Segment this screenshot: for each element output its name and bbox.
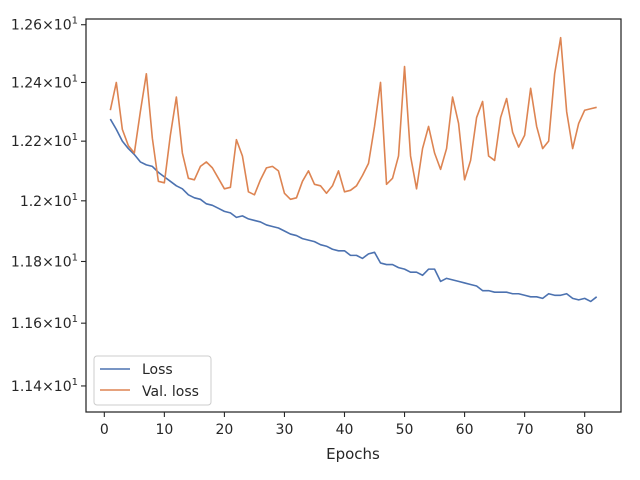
plot-frame <box>85 18 622 413</box>
x-tick-label: 70 <box>516 422 534 438</box>
x-axis: 0 10 20 30 40 50 60 70 80 <box>100 412 594 438</box>
y-tick-label: 1.22×101 <box>11 132 78 150</box>
x-tick-label: 50 <box>396 422 414 438</box>
series-layer <box>109 36 598 303</box>
legend: Loss Val. loss <box>93 355 212 406</box>
x-tick-label: 60 <box>456 422 474 438</box>
legend-label-val-loss: Val. loss <box>142 384 199 400</box>
y-tick-label: 1.2×101 <box>20 192 78 210</box>
y-tick-label: 1.18×101 <box>11 252 78 270</box>
x-tick-label: 80 <box>576 422 594 438</box>
series-line-0 <box>109 118 598 303</box>
x-tick-label: 0 <box>100 422 109 438</box>
x-tick-label: 40 <box>336 422 354 438</box>
series-line-1 <box>109 36 597 201</box>
x-axis-title: Epochs <box>326 445 380 463</box>
x-tick-label: 30 <box>276 422 294 438</box>
y-tick-label: 1.14×101 <box>11 377 78 395</box>
y-tick-label: 1.24×101 <box>11 73 78 91</box>
x-tick-label: 20 <box>215 422 233 438</box>
y-tick-label: 1.16×101 <box>11 314 78 332</box>
legend-label-loss: Loss <box>142 362 173 378</box>
y-tick-label: 1.26×101 <box>11 16 78 34</box>
y-axis: 1.14×101 1.16×101 1.18×101 1.2×101 1.22×101 1… <box>11 16 86 395</box>
x-tick-label: 10 <box>155 422 173 438</box>
